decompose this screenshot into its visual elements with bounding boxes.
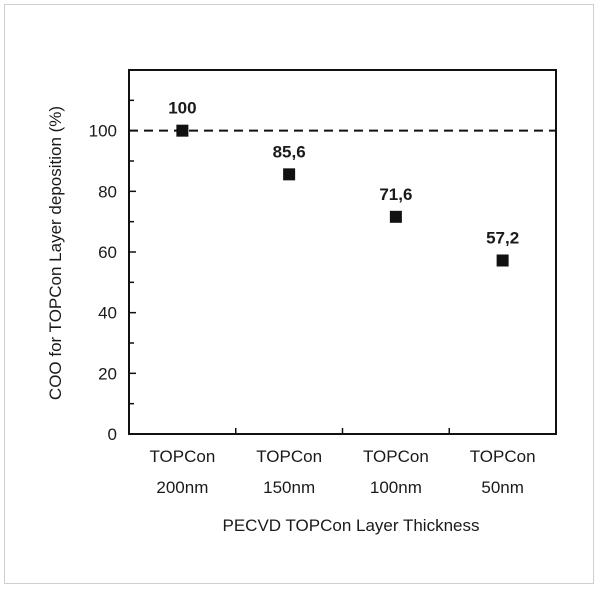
figure-frame	[4, 4, 594, 584]
y-tick-label: 0	[108, 425, 117, 444]
x-category-label: TOPCon	[149, 447, 215, 466]
data-point-marker	[283, 168, 296, 181]
data-label: 85,6	[273, 142, 306, 161]
y-axis-title: COO for TOPCon Layer deposition (%)	[46, 106, 65, 400]
y-tick-label: 80	[98, 182, 117, 201]
data-label: 57,2	[486, 228, 519, 247]
y-tick-label: 40	[98, 304, 117, 323]
y-tick-label: 100	[89, 122, 117, 141]
x-category-label: TOPCon	[256, 447, 322, 466]
x-category-label: TOPCon	[363, 447, 429, 466]
y-tick-label: 20	[98, 364, 117, 383]
x-category-label: 150nm	[263, 478, 315, 497]
x-category-label: TOPCon	[470, 447, 536, 466]
y-tick-label: 60	[98, 243, 117, 262]
data-point-marker	[496, 254, 509, 267]
x-category-label: 100nm	[370, 478, 422, 497]
x-category-label: 200nm	[156, 478, 208, 497]
data-point-marker	[389, 210, 402, 223]
x-category-label: 50nm	[481, 478, 524, 497]
x-axis-title: PECVD TOPCon Layer Thickness	[222, 516, 479, 535]
data-point-marker	[176, 124, 189, 137]
data-label: 71,6	[379, 185, 412, 204]
data-label: 100	[168, 99, 196, 118]
plot-area-border	[128, 69, 557, 435]
